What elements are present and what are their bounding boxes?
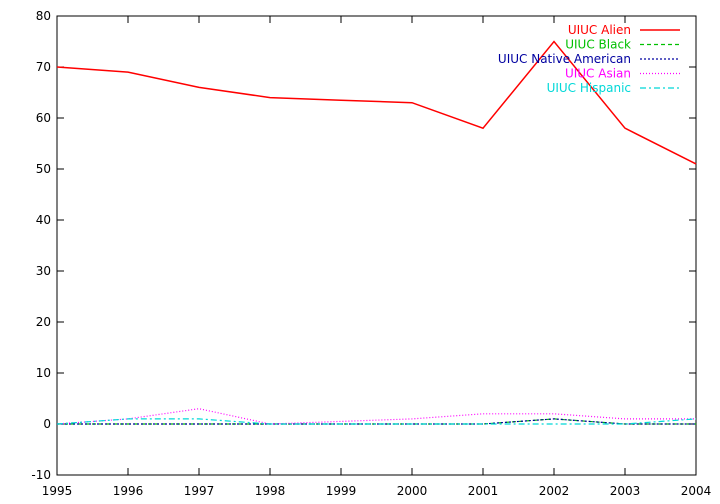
y-tick-label: 50 xyxy=(36,162,51,176)
x-tick-label: 1998 xyxy=(255,484,286,498)
x-tick-label: 2004 xyxy=(681,484,712,498)
plot-frame xyxy=(56,15,697,476)
x-tick-label: 1997 xyxy=(184,484,215,498)
y-tick-label: 30 xyxy=(36,264,51,278)
y-tick-label: 80 xyxy=(36,9,51,23)
legend-label: UIUC Native American xyxy=(498,52,631,66)
y-tick-label: 70 xyxy=(36,60,51,74)
x-tick-label: 2003 xyxy=(610,484,641,498)
x-tick-label: 1999 xyxy=(326,484,357,498)
series-line-uiuc-alien xyxy=(56,40,697,165)
y-tick-label: 10 xyxy=(36,366,51,380)
x-axis: 1995 1996 1997 1998 1999 2000 2001 2002 2003 2004 xyxy=(42,16,712,498)
legend-label: UIUC Alien xyxy=(568,23,631,37)
y-tick-label: -10 xyxy=(31,468,51,482)
x-tick-label: 2001 xyxy=(468,484,499,498)
y-tick-label: 40 xyxy=(36,213,51,227)
legend-label: UIUC Hispanic xyxy=(547,81,631,95)
series-line-uiuc-hispanic xyxy=(56,418,697,425)
y-axis: -10 0 10 20 30 40 50 60 70 80 xyxy=(31,9,696,482)
y-tick-label: 0 xyxy=(43,417,51,431)
legend-label: UIUC Black xyxy=(565,38,631,52)
y-tick-label: 60 xyxy=(36,111,51,125)
x-tick-label: 1995 xyxy=(42,484,73,498)
legend-label: UIUC Asian xyxy=(565,67,631,81)
x-tick-label: 2000 xyxy=(397,484,428,498)
series-lines xyxy=(56,40,697,425)
x-tick-label: 1996 xyxy=(113,484,144,498)
series-line-uiuc-black xyxy=(57,418,696,425)
series-line-uiuc-asian xyxy=(56,408,696,425)
series-line-uiuc-native-american xyxy=(57,418,696,425)
y-tick-label: 20 xyxy=(36,315,51,329)
x-tick-label: 2002 xyxy=(539,484,570,498)
